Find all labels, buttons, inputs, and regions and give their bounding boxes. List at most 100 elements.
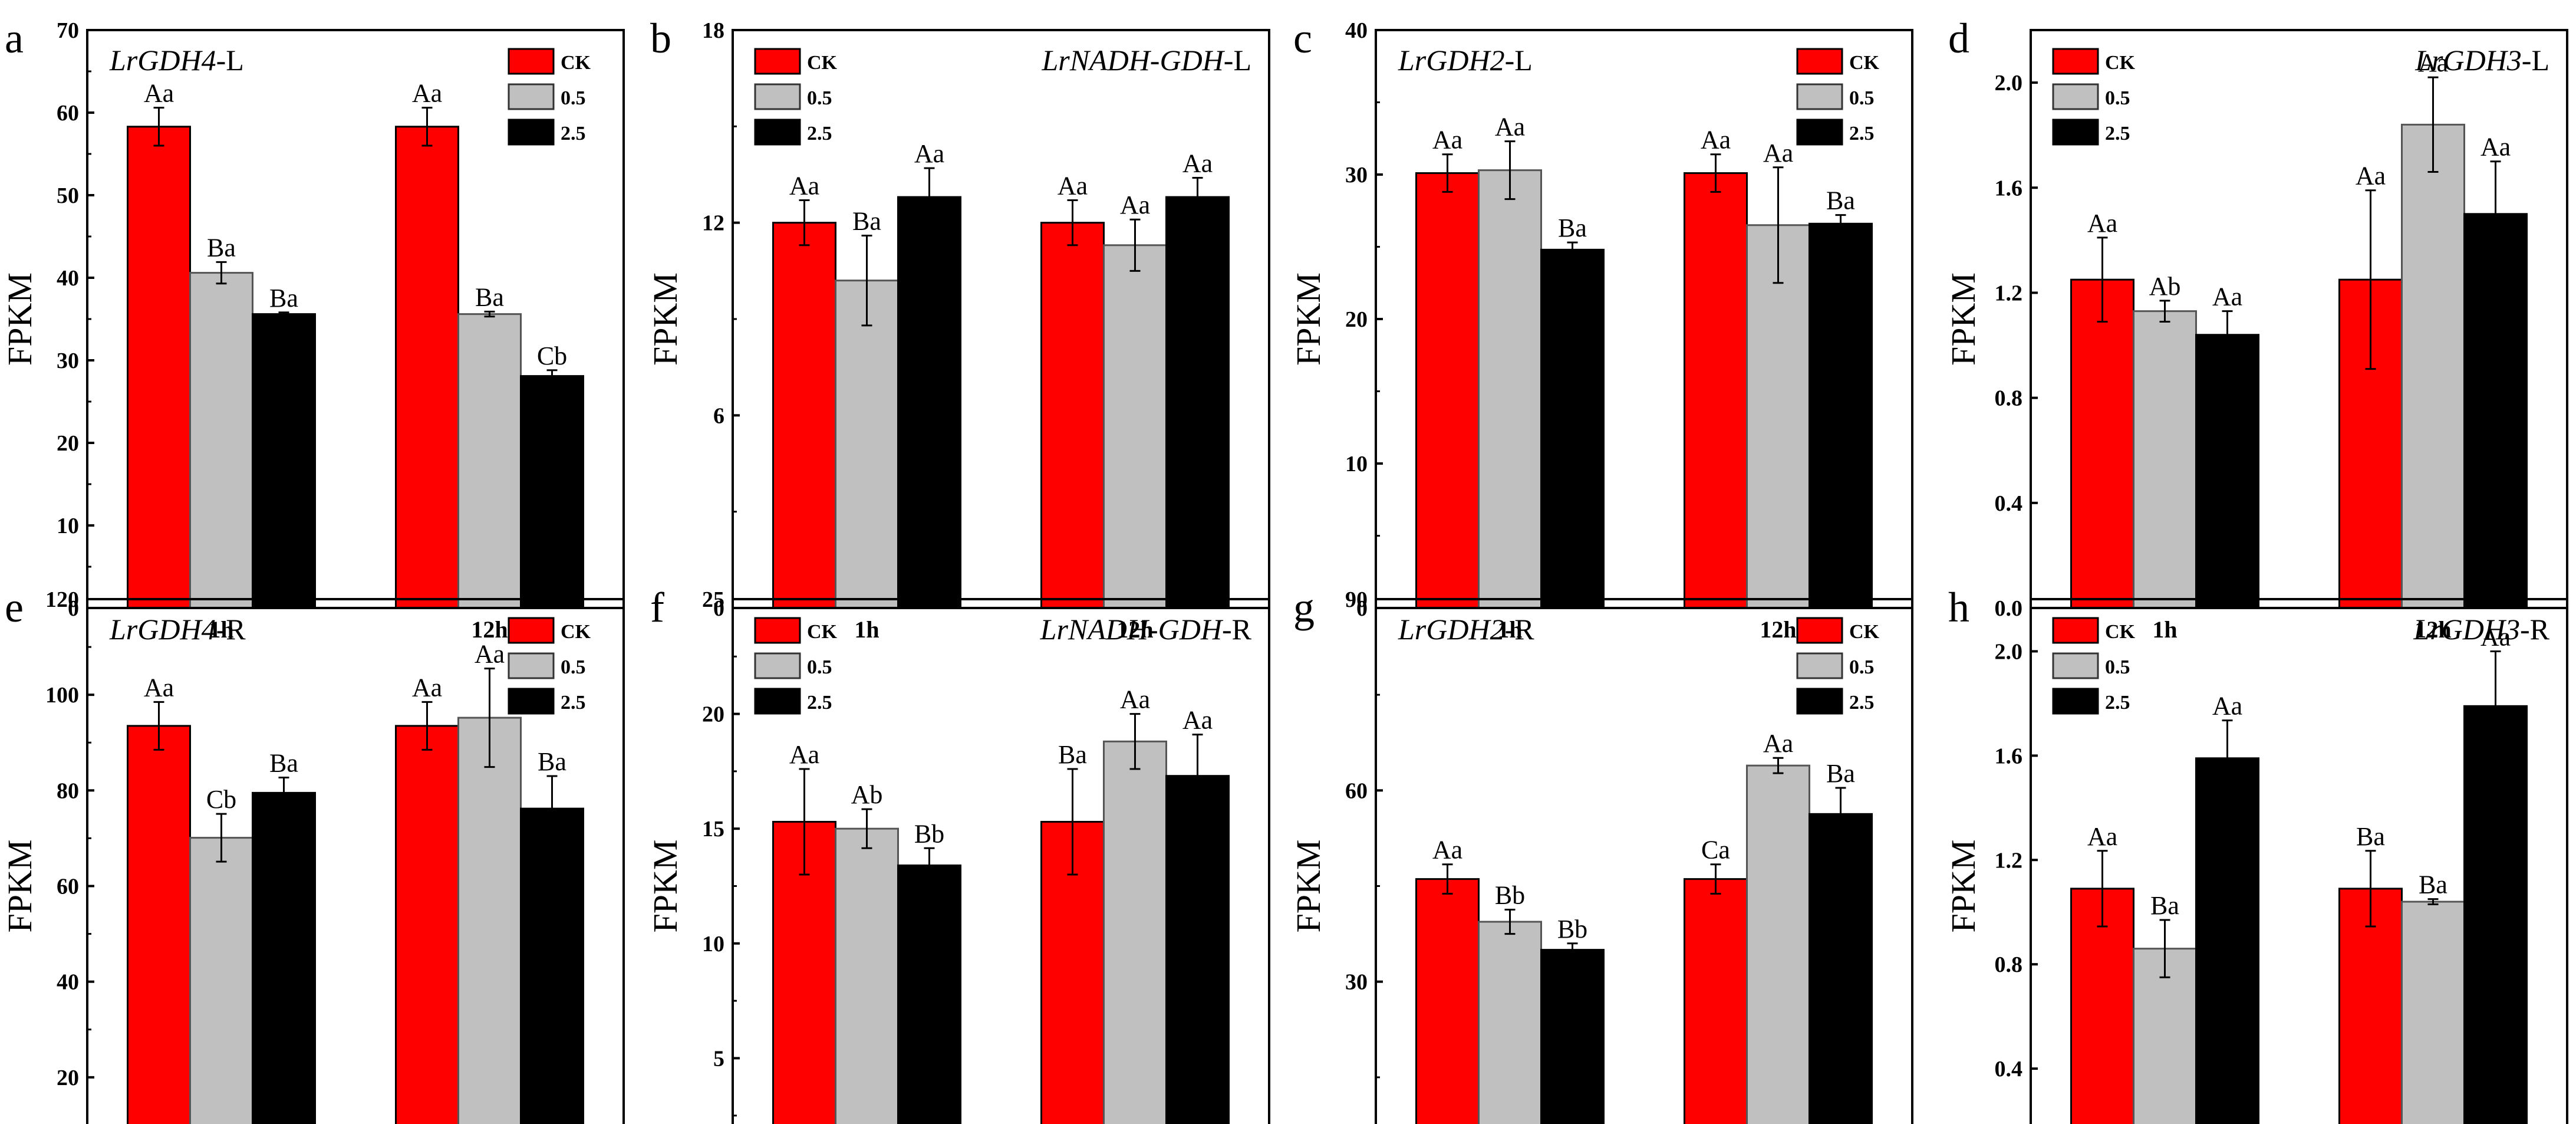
legend-swatch-0_5	[2052, 83, 2099, 110]
y-tick-label: 40	[57, 970, 79, 995]
legend-swatch-2_5	[1796, 119, 1843, 146]
y-tick-label: 0	[713, 596, 724, 621]
y-tick-label: 60	[57, 101, 79, 126]
legend-swatch-CK	[1796, 48, 1843, 75]
plot-frame	[1375, 29, 1913, 609]
legend-label: CK	[2105, 621, 2136, 643]
bar-2_5-12h	[1809, 222, 1873, 609]
legend: CK 0.5 2.5	[508, 617, 591, 715]
significance-label: Aa	[789, 172, 819, 201]
bar-CK-1h	[1415, 878, 1480, 1124]
gene-name-italic: LrGDH3	[2413, 613, 2520, 646]
bar-CK-12h	[1684, 172, 1748, 609]
bar-2_5-12h	[520, 375, 584, 609]
gene-name-italic: LrNADH-GDH	[1040, 613, 1224, 646]
significance-label: Ba	[2356, 822, 2385, 851]
y-tick-label: 25	[702, 587, 724, 612]
y-tick-label: 0.4	[1995, 491, 2023, 516]
legend-label: 0.5	[807, 87, 832, 109]
significance-label: Bb	[1495, 881, 1525, 910]
legend-label: 2.5	[2105, 692, 2130, 714]
significance-label: Ca	[1701, 836, 1730, 865]
y-tick-label: 0.8	[1995, 952, 2023, 977]
y-tick-label: 20	[702, 702, 724, 727]
y-tick-label: 2.0	[1995, 71, 2023, 96]
bar-2_5-1h	[252, 313, 316, 609]
legend-label: 0.5	[2105, 87, 2130, 109]
gene-title: LrNADH-GDH-R	[1040, 613, 1252, 646]
significance-label: Ba	[1826, 186, 1855, 215]
chart-panel-b: bFPKM061218AaBaAa1hAaAaAa12hLrNADH-GDH-L…	[646, 15, 1270, 643]
significance-label: Aa	[1495, 113, 1525, 142]
legend-swatch-2_5	[754, 688, 801, 715]
y-tick-label: 10	[702, 932, 724, 957]
legend-label: CK	[807, 621, 838, 643]
plot-frame	[732, 29, 1270, 609]
significance-label: Ba	[852, 206, 881, 235]
legend-swatch-2_5	[508, 688, 555, 715]
y-tick-label: 1.2	[1995, 848, 2023, 873]
bar-0_5-12h	[457, 313, 522, 609]
significance-label: Aa	[789, 740, 819, 769]
bar-CK-12h	[1040, 222, 1105, 609]
y-tick-label: 18	[702, 18, 724, 43]
legend-swatch-CK	[754, 48, 801, 75]
y-tick-label: 0	[68, 596, 79, 621]
significance-label: Bb	[914, 819, 944, 848]
bar-2_5-12h	[1165, 196, 1230, 609]
bar-0_5-12h	[1103, 244, 1167, 609]
legend-label: 2.5	[807, 692, 832, 714]
legend: CK 0.5 2.5	[1796, 617, 1880, 715]
legend-swatch-0_5	[2052, 652, 2099, 679]
y-axis-label: FPKM	[1289, 272, 1327, 366]
legend-label: CK	[1849, 621, 1880, 643]
bar-0_5-12h	[1746, 764, 1810, 1124]
legend: CK 0.5 2.5	[754, 617, 838, 715]
bar-2_5-1h	[897, 196, 961, 609]
x-tick-label: 12h	[1760, 616, 1796, 643]
y-tick-label: 50	[57, 183, 79, 208]
legend-label: 0.5	[1849, 656, 1875, 678]
y-tick-label: 60	[57, 875, 79, 899]
panel-letter: a	[5, 15, 24, 62]
y-tick-label: 20	[1345, 307, 1368, 332]
legend: CK 0.5 2.5	[2052, 617, 2136, 715]
significance-label: Aa	[2356, 162, 2386, 190]
legend-label: CK	[807, 52, 838, 74]
gene-name-italic: LrGDH3	[2414, 44, 2522, 77]
significance-label: Aa	[2481, 133, 2511, 162]
legend: CK 0.5 2.5	[2052, 48, 2136, 146]
plot-frame	[1375, 598, 1913, 1124]
chart-panel-a: a FPKM 0 10 20 30 40 50 60 70 Aa Ba Ba 1h Aa Ba Cb 12h LrG…	[1, 15, 625, 643]
legend-swatch-2_5	[754, 119, 801, 146]
significance-label: Ba	[207, 233, 236, 262]
gene-tissue-suffix: -R	[1222, 613, 1252, 646]
chart-panel-e: e FPKM 0 20 40 60 80 100 120 Aa Cb Ba 1h Aa Aa Ba 12h LrG…	[1, 584, 625, 1124]
legend-swatch-0_5	[754, 652, 801, 679]
legend-label: 2.5	[561, 692, 586, 714]
legend: CK 0.5 2.5	[754, 48, 838, 146]
x-tick-label: 1h	[2152, 616, 2177, 643]
significance-label: Aa	[144, 79, 174, 108]
bar-0_5-12h	[1746, 224, 1810, 609]
y-tick-label: 1.6	[1995, 176, 2023, 201]
legend-swatch-2_5	[2052, 119, 2099, 146]
significance-label: Aa	[2418, 48, 2448, 77]
significance-label: Aa	[2087, 822, 2117, 851]
bar-CK-1h	[127, 725, 191, 1124]
y-tick-label: 6	[713, 403, 724, 428]
y-axis-label: FPKM	[646, 272, 684, 366]
legend-label: 0.5	[561, 656, 586, 678]
gene-title: LrNADH-GDH-L	[1041, 44, 1251, 77]
y-tick-label: 30	[1345, 970, 1368, 995]
gene-name-italic: LrGDH4	[109, 613, 216, 646]
bar-0_5-1h	[1478, 921, 1542, 1124]
significance-label: Ba	[2150, 891, 2179, 920]
bar-0_5-1h	[189, 837, 253, 1124]
legend: CK 0.5 2.5	[1796, 48, 1880, 146]
y-axis-label: FPKM	[1944, 272, 1982, 366]
y-tick-label: 12	[702, 211, 724, 236]
legend-swatch-2_5	[1796, 688, 1843, 715]
significance-label: Aa	[412, 79, 442, 108]
legend-label: 2.5	[2105, 123, 2130, 144]
